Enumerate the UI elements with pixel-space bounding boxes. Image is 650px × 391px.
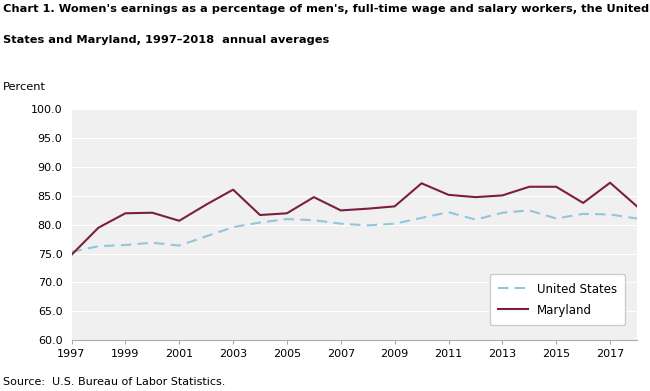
Maryland xyxy=(525,185,533,189)
United States xyxy=(148,240,156,245)
United States xyxy=(418,215,426,220)
Maryland xyxy=(176,219,183,223)
Text: States and Maryland, 1997–2018  annual averages: States and Maryland, 1997–2018 annual av… xyxy=(3,35,330,45)
United States xyxy=(202,234,210,239)
United States xyxy=(391,221,398,226)
Maryland xyxy=(283,211,291,215)
Maryland xyxy=(148,210,156,215)
Maryland xyxy=(337,208,344,213)
Text: Chart 1. Women's earnings as a percentage of men's, full-time wage and salary wo: Chart 1. Women's earnings as a percentag… xyxy=(3,4,649,14)
Legend: United States, Maryland: United States, Maryland xyxy=(490,274,625,325)
United States xyxy=(256,220,264,225)
United States xyxy=(471,217,479,222)
Maryland xyxy=(256,213,264,217)
Maryland xyxy=(499,193,506,198)
Line: Maryland: Maryland xyxy=(72,183,637,255)
United States xyxy=(94,244,102,249)
United States xyxy=(633,216,641,221)
Maryland xyxy=(68,253,75,257)
United States xyxy=(606,212,614,217)
Text: Source:  U.S. Bureau of Labor Statistics.: Source: U.S. Bureau of Labor Statistics. xyxy=(3,377,226,387)
United States xyxy=(310,218,318,222)
Text: Percent: Percent xyxy=(3,82,46,92)
Maryland xyxy=(445,192,452,197)
Line: United States: United States xyxy=(72,210,637,252)
Maryland xyxy=(471,195,479,199)
United States xyxy=(283,217,291,221)
Maryland xyxy=(202,202,210,207)
United States xyxy=(525,208,533,213)
United States xyxy=(337,221,344,226)
United States xyxy=(122,243,129,248)
Maryland xyxy=(552,185,560,189)
Maryland xyxy=(229,187,237,192)
United States xyxy=(68,249,75,254)
Maryland xyxy=(606,180,614,185)
United States xyxy=(579,212,587,216)
Maryland xyxy=(94,225,102,230)
United States xyxy=(176,243,183,248)
Maryland xyxy=(391,204,398,209)
Maryland xyxy=(122,211,129,215)
United States xyxy=(229,225,237,230)
Maryland xyxy=(579,201,587,205)
United States xyxy=(499,210,506,215)
Maryland xyxy=(418,181,426,186)
Maryland xyxy=(310,195,318,199)
Maryland xyxy=(364,206,372,211)
United States xyxy=(445,210,452,215)
United States xyxy=(364,223,372,228)
Maryland xyxy=(633,204,641,209)
United States xyxy=(552,216,560,221)
